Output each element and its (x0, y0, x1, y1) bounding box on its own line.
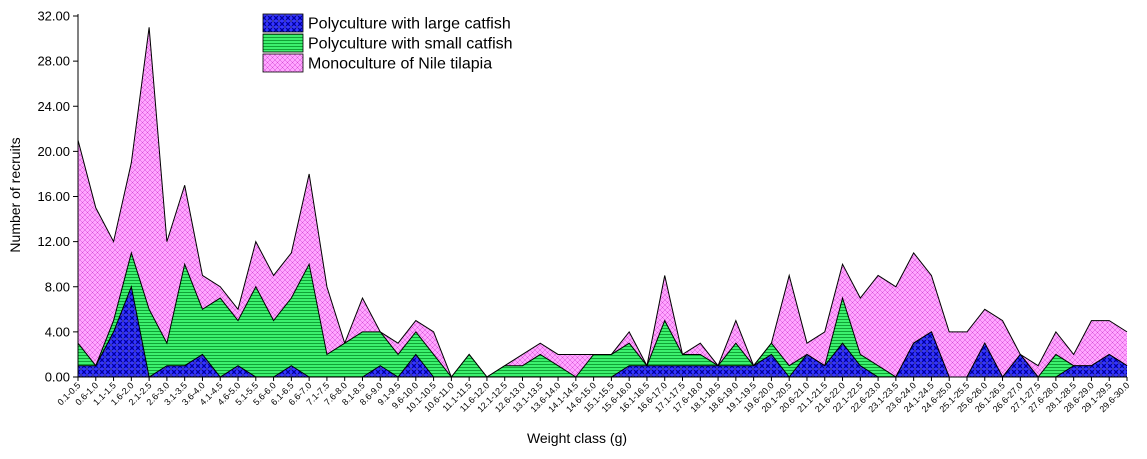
legend: Polyculture with large catfish Polycultur… (262, 13, 513, 73)
area-series-1 (78, 286, 1127, 377)
y-tick-label: 4.00 (45, 324, 70, 339)
y-tick-label: 20.00 (37, 144, 70, 159)
legend-swatch (262, 33, 304, 53)
legend-swatch (262, 53, 304, 73)
y-tick-label: 28.00 (37, 54, 70, 69)
legend-label: Polyculture with large catfish (308, 16, 511, 33)
area-layer (77, 27, 1128, 378)
y-tick-label: 24.00 (37, 99, 70, 114)
legend-label: Monoculture of Nile tilapia (308, 56, 492, 73)
y-tick-label: 32.00 (37, 9, 70, 24)
legend-swatch (262, 13, 304, 33)
y-axis-title: Number of recruits (7, 137, 23, 252)
x-axis-title: Weight class (g) (527, 430, 627, 446)
legend-label: Polyculture with small catfish (308, 36, 513, 53)
y-tick-label: 0.00 (45, 370, 70, 385)
y-tick-label: 8.00 (45, 279, 70, 294)
y-tick-label: 16.00 (37, 189, 70, 204)
y-tick-label: 12.00 (37, 234, 70, 249)
